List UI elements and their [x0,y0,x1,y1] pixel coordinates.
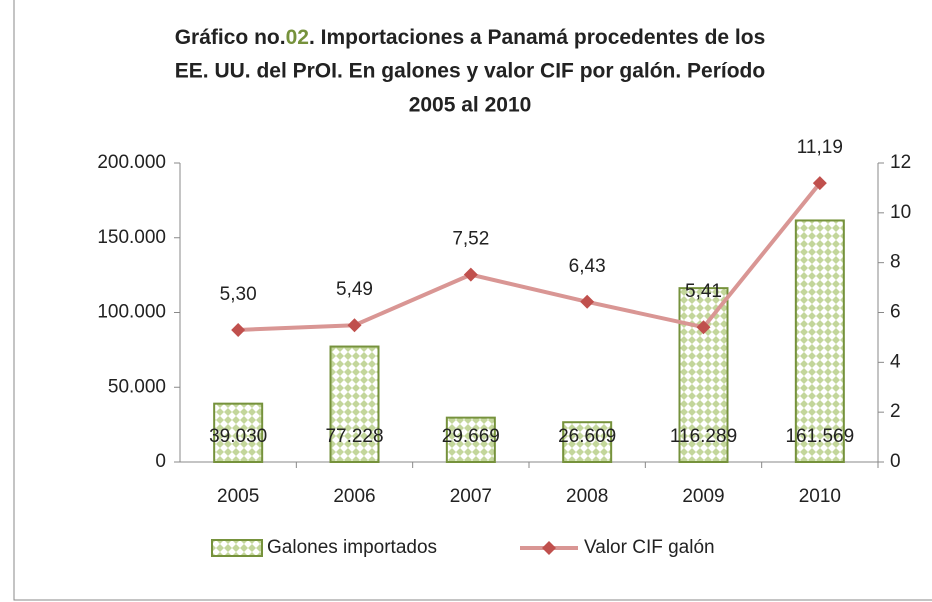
y2-tick-label: 10 [890,202,911,223]
y-tick-label: 150.000 [97,227,166,248]
x-tick-label: 2008 [566,486,608,507]
y2-tick-label: 0 [890,451,901,472]
bar-value-label: 29.669 [442,426,500,447]
x-tick-label: 2007 [450,486,492,507]
bar [562,421,613,463]
bar [329,345,380,463]
bar-value-label: 39.030 [209,426,267,447]
x-tick-label: 2009 [682,486,724,507]
y-tick-label: 50.000 [108,376,166,397]
y-tick-label: 0 [155,451,166,472]
line-marker [812,176,827,191]
line [238,181,822,332]
bar-value-label: 77.228 [325,426,383,447]
legend-swatch [211,539,263,557]
bar-value-label: 161.569 [785,426,854,447]
x-tick-label: 2010 [799,486,841,507]
legend-label: Valor CIF galón [584,537,715,558]
line-value-label: 5,49 [336,279,373,300]
bar [213,402,264,463]
chart-frame [13,0,932,601]
legend-marker [542,541,556,555]
bar [794,219,845,463]
y2-tick-label: 12 [890,152,911,173]
line-value-label: 7,52 [452,229,489,250]
bar [445,416,496,463]
bar [678,287,729,463]
bar-value-label: 116.289 [670,426,737,447]
line-marker [580,294,595,309]
line-marker [347,318,362,333]
chart-title: EE. UU. del PrOI. En galones y valor CIF… [175,60,765,83]
y2-tick-label: 2 [890,401,901,422]
line-value-label: 6,43 [569,256,606,277]
bar-value-label: 26.609 [558,426,616,447]
line-value-label: 5,30 [220,284,257,305]
chart-title: Gráfico no.02. Importaciones a Panamá pr… [175,26,766,49]
chart-title: 2005 al 2010 [409,94,532,117]
line-marker [463,267,478,282]
line-value-label: 5,41 [685,281,722,302]
y2-tick-label: 6 [890,302,901,323]
line-marker [696,320,711,335]
x-tick-label: 2006 [333,486,375,507]
y-tick-label: 100.000 [97,302,166,323]
line-marker [231,322,246,337]
y-tick-label: 200.000 [97,152,166,173]
x-tick-label: 2005 [217,486,259,507]
y2-tick-label: 4 [890,351,901,372]
legend-label: Galones importados [267,537,437,558]
y2-tick-label: 8 [890,252,901,273]
line-value-label: 11,19 [797,137,843,158]
